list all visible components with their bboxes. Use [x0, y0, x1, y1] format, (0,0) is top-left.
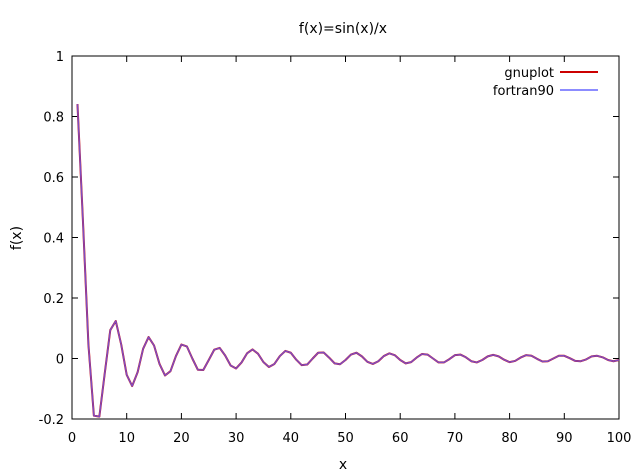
legend-label-fortran90: fortran90	[493, 84, 554, 99]
x-axis-label: x	[339, 457, 347, 473]
x-tick-10-label: 10	[118, 431, 135, 446]
y-tick-0.6-label: 0.6	[43, 171, 64, 186]
legend: gnuplot fortran90	[493, 66, 598, 99]
x-tick-80-label: 80	[501, 431, 518, 446]
x-tick-40-label: 40	[283, 431, 300, 446]
y-tick-0.2-label: 0.2	[43, 292, 64, 307]
x-tick-50-label: 50	[337, 431, 354, 446]
y-axis-label: f(x)	[9, 226, 25, 250]
x-tick-70-label: 70	[447, 431, 464, 446]
axis-ticks: 0 10 20 30 40 50 60 70 80 90 100 -0.2 0 0.2 0.4 0.6 0.8 1	[39, 50, 632, 446]
series-group	[76, 104, 620, 418]
x-tick-90-label: 90	[556, 431, 573, 446]
x-tick-100-label: 100	[607, 431, 632, 446]
x-tick-0-label: 0	[68, 431, 76, 446]
y-tick--0.2-label: -0.2	[39, 413, 64, 428]
y-tick-0.8-label: 0.8	[43, 111, 64, 126]
x-tick-20-label: 20	[173, 431, 190, 446]
series-line-fortran90	[76, 104, 620, 418]
x-tick-60-label: 60	[392, 431, 409, 446]
y-tick-1-label: 1	[56, 50, 64, 65]
y-tick-0.4-label: 0.4	[43, 232, 64, 247]
series-line-gnuplot	[76, 104, 620, 418]
chart-title: f(x)=sin(x)/x	[299, 21, 387, 37]
legend-label-gnuplot: gnuplot	[504, 66, 554, 81]
y-tick-0-label: 0	[56, 353, 64, 368]
plot-border	[71, 55, 620, 420]
x-tick-30-label: 30	[228, 431, 245, 446]
